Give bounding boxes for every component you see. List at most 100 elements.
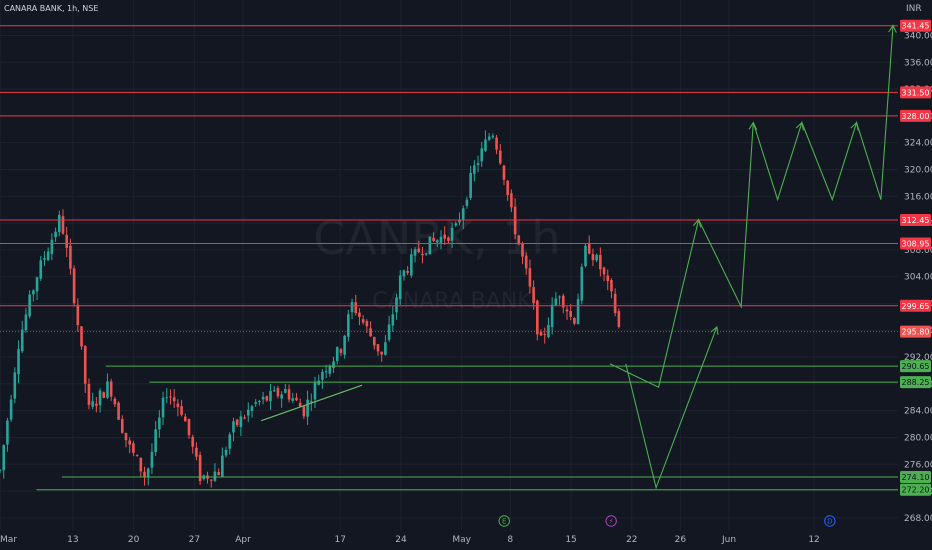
projection-arrowhead	[888, 24, 897, 33]
candle-body	[358, 312, 361, 318]
candle-body	[328, 365, 332, 374]
event-marker-label: ⚡	[609, 518, 614, 526]
candle-body	[280, 394, 283, 399]
candle-body	[169, 396, 172, 398]
price-badge-r2	[900, 86, 931, 99]
candle-body	[91, 401, 94, 407]
candle-body	[221, 455, 224, 478]
candle-body	[143, 471, 146, 478]
candle-body	[372, 336, 376, 346]
price-badge-s2	[900, 376, 931, 389]
candle-body	[502, 165, 506, 180]
candle-body	[461, 208, 465, 221]
price-tick-label: 268.00	[904, 514, 932, 524]
candle-body	[332, 361, 335, 368]
price-badge-label: 341.45	[902, 22, 930, 31]
candle-body	[617, 311, 621, 327]
candle-body	[83, 345, 87, 384]
candle-body	[13, 372, 17, 399]
candle-body	[46, 251, 50, 261]
price-badge-label: 328.00	[902, 112, 930, 121]
candle-body	[172, 397, 176, 402]
price-tick-label: 276.00	[904, 460, 932, 470]
candle-body	[606, 275, 610, 282]
trendline	[261, 384, 363, 422]
candle-body	[209, 479, 213, 481]
candle-body	[547, 325, 550, 338]
price-tick-label: 320.00	[904, 165, 932, 175]
candle-body	[176, 403, 180, 408]
candle-body	[309, 401, 313, 403]
candle-body	[413, 249, 417, 256]
candle-body	[398, 275, 402, 300]
time-tick-label: 8	[507, 535, 513, 545]
candle-body	[265, 396, 269, 401]
candle-body	[313, 382, 317, 400]
candle-body	[6, 420, 9, 445]
candle-body	[50, 239, 54, 255]
candle-body	[132, 443, 135, 453]
candle-body	[432, 238, 435, 241]
candle-body	[380, 351, 383, 355]
candle-body	[183, 416, 187, 422]
time-tick-label: 26	[675, 535, 687, 545]
price-tick-label: 340.00	[904, 31, 932, 41]
candle-body	[80, 326, 83, 347]
candle-body	[254, 402, 257, 404]
candle-body	[521, 243, 524, 257]
price-tick-label: 324.00	[904, 139, 932, 149]
candle-body	[465, 199, 469, 206]
event-marker[interactable]	[824, 515, 836, 527]
candle-body	[498, 150, 502, 164]
event-marker[interactable]	[605, 515, 617, 527]
projection-path-alt	[625, 326, 718, 490]
candle-body	[0, 470, 2, 472]
candle-body	[347, 314, 350, 337]
candle-body	[395, 297, 398, 313]
candle-body	[532, 287, 535, 304]
candle-body	[487, 136, 491, 140]
candle-body	[587, 243, 591, 254]
projection-arrowhead	[795, 121, 804, 131]
price-tick-label: 280.00	[904, 433, 932, 443]
time-tick-label: Mar	[0, 535, 17, 545]
candle-body	[439, 236, 443, 243]
candle-body	[165, 397, 169, 399]
candle-body	[124, 432, 128, 441]
time-axis[interactable]: Mar 13 20 27 Apr 17 24 May 8 15 22 26 Jun 12	[0, 535, 820, 545]
price-badge-s1	[900, 360, 931, 373]
candle-body	[69, 245, 72, 269]
candle-body	[239, 416, 243, 428]
candle-body	[146, 468, 150, 477]
candle-body	[57, 214, 61, 233]
candle-body	[528, 268, 532, 287]
price-badge-r4	[900, 214, 931, 227]
candle-body	[391, 314, 395, 326]
candle-body	[417, 248, 421, 253]
candle-body	[565, 309, 569, 312]
candle-body	[154, 429, 157, 453]
candle-body	[17, 349, 20, 375]
candle-body	[32, 290, 35, 295]
candle-body	[150, 451, 154, 468]
price-badge-label: 295.80	[902, 328, 930, 337]
time-tick-label: 15	[565, 535, 576, 545]
candle-body	[2, 444, 6, 471]
price-tick-label: 284.00	[904, 407, 932, 417]
candle-body	[610, 280, 613, 292]
candle-body	[117, 402, 120, 420]
candle-body	[406, 270, 409, 273]
candle-body	[450, 227, 454, 241]
candle-body	[402, 270, 406, 277]
candle-body	[158, 417, 161, 430]
candle-body	[109, 381, 113, 397]
event-markers: E ⚡ D	[498, 515, 836, 527]
candle-body	[387, 324, 391, 340]
candle-body	[306, 399, 309, 417]
candle-body	[506, 180, 509, 196]
price-tick-label: 316.00	[904, 192, 932, 202]
candle-body	[113, 398, 117, 405]
event-marker[interactable]	[498, 515, 510, 527]
